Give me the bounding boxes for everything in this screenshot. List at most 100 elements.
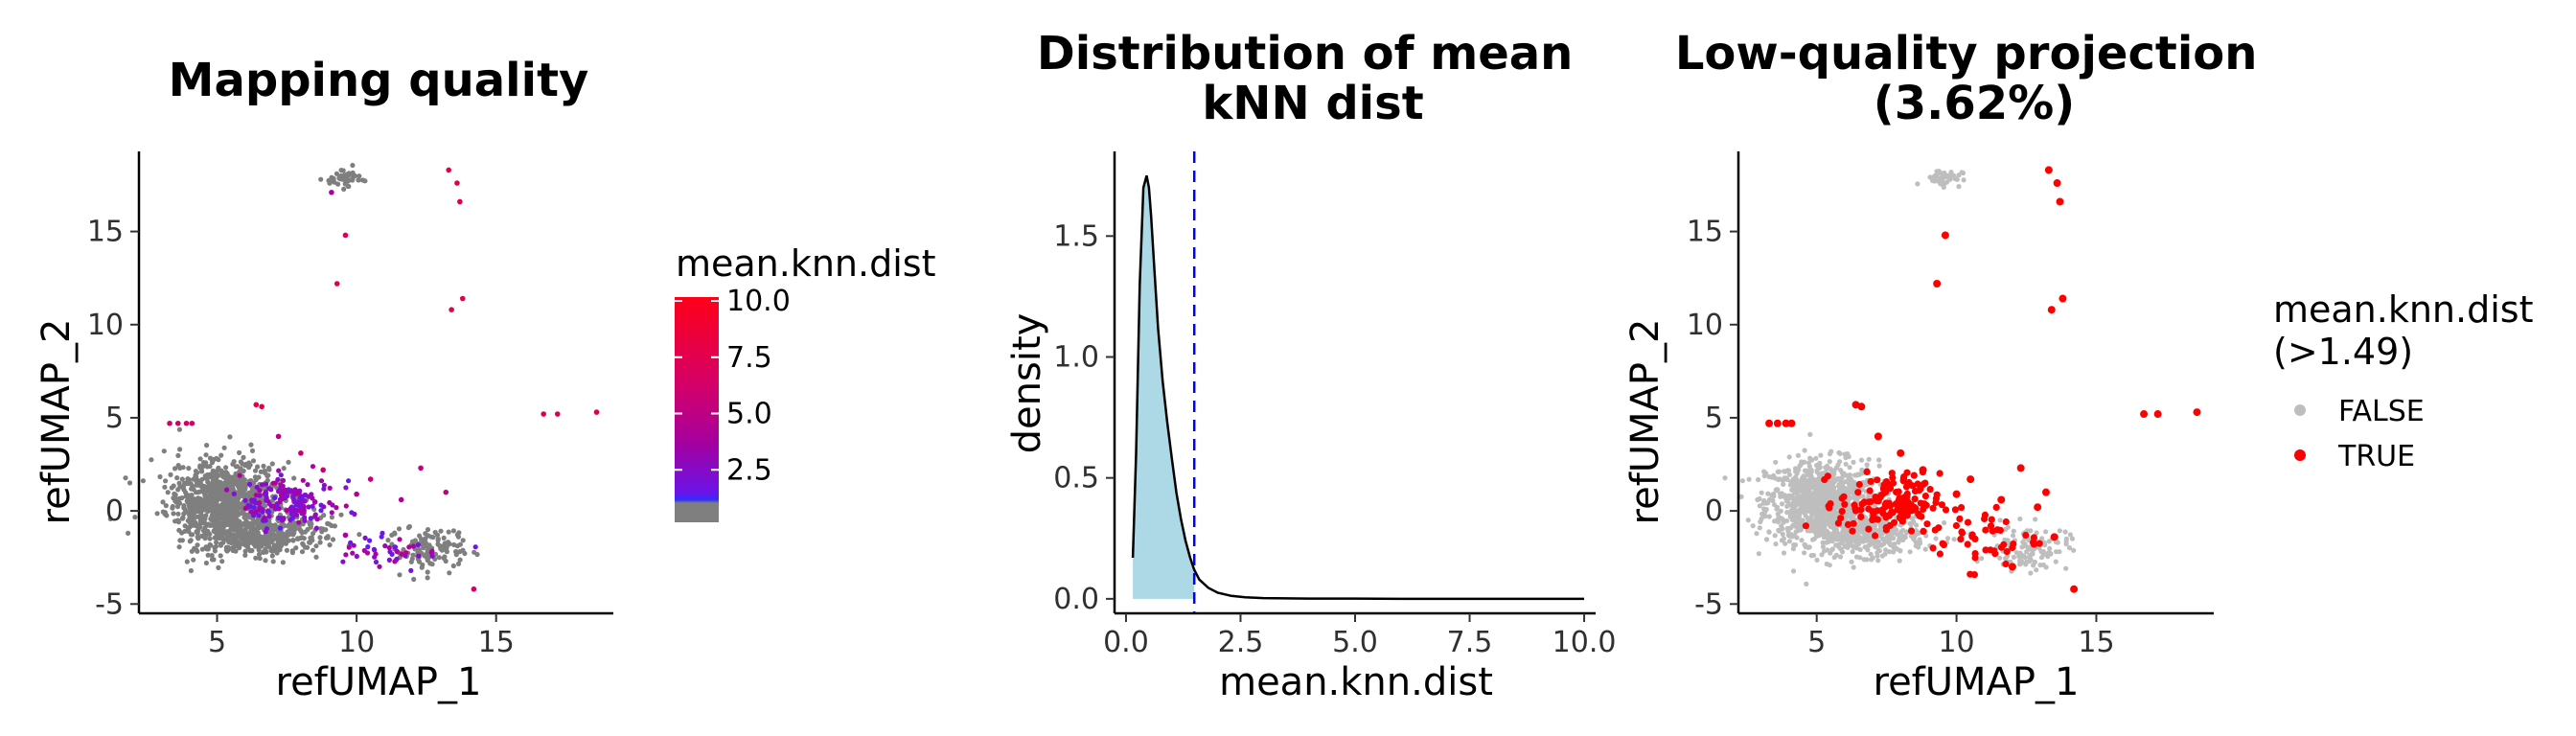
- cell-point: [444, 544, 449, 550]
- cell-point: [436, 555, 442, 561]
- cell-point-false: [1797, 463, 1803, 469]
- cell-point: [309, 535, 314, 540]
- cell-point: [199, 504, 205, 511]
- cell-point: [593, 409, 600, 415]
- cell-point: [268, 539, 274, 544]
- cell-point-false: [1855, 530, 1861, 537]
- cell-point: [300, 477, 306, 483]
- cell-point: [406, 544, 412, 550]
- cell-point-true: [2003, 548, 2011, 556]
- cell-point: [280, 477, 286, 483]
- cell-point: [220, 474, 226, 480]
- cell-point-false: [1779, 516, 1785, 521]
- cell-point: [162, 484, 168, 490]
- cell-point: [183, 480, 189, 487]
- cell-point: [181, 503, 187, 509]
- cell-point-false: [1850, 478, 1855, 484]
- cell-point: [258, 522, 264, 528]
- cell-point-true: [1863, 468, 1871, 475]
- cell-point-false: [1961, 177, 1966, 183]
- cell-point: [229, 538, 235, 543]
- cell-point: [356, 532, 362, 538]
- cell-point: [190, 532, 196, 538]
- cell-point-false: [1826, 539, 1831, 544]
- cell-point-false: [1916, 531, 1921, 537]
- cell-point-false: [2023, 562, 2029, 567]
- cell-point: [254, 484, 260, 490]
- cell-point: [252, 468, 259, 473]
- cell-point-false: [2063, 565, 2069, 571]
- cell-point-false: [1849, 536, 1854, 541]
- cell-point-false: [1758, 518, 1763, 525]
- cell-point-false: [1828, 448, 1834, 454]
- cell-point: [298, 450, 304, 456]
- cell-point: [472, 544, 478, 550]
- panel2-x-tick-label: 7.5: [1447, 626, 1493, 659]
- cell-point: [232, 475, 238, 481]
- panel1-x-tick-label: 15: [478, 626, 515, 659]
- cell-point-false: [1832, 499, 1838, 505]
- cell-point-true: [2009, 543, 2016, 552]
- cell-point-false: [2022, 541, 2028, 547]
- cell-point-false: [1857, 522, 1863, 529]
- cell-point-false: [1799, 538, 1805, 543]
- legend-label-false: FALSE: [2338, 395, 2425, 428]
- cell-point-true: [1956, 515, 1964, 523]
- cell-point: [266, 514, 272, 519]
- cell-point-false: [2069, 536, 2076, 541]
- cell-point-true: [1907, 501, 1915, 509]
- cell-point: [293, 508, 299, 514]
- cell-point-true: [2044, 166, 2053, 174]
- cell-point-false: [1839, 470, 1845, 476]
- cell-point-false: [1853, 554, 1860, 560]
- cell-point: [264, 481, 269, 487]
- cell-point: [472, 549, 477, 555]
- cell-point: [233, 464, 239, 470]
- cell-point: [293, 522, 299, 529]
- cell-point: [263, 558, 268, 564]
- cell-point-true: [1852, 505, 1859, 513]
- cell-point: [275, 535, 281, 540]
- cell-point-true: [1942, 506, 1950, 514]
- cell-point: [202, 536, 208, 541]
- cell-point-false: [1759, 490, 1764, 495]
- cell-point: [186, 466, 192, 472]
- cell-point: [191, 476, 196, 482]
- cell-point: [287, 532, 292, 538]
- cell-point-false: [1790, 481, 1796, 487]
- cell-point-false: [1816, 489, 1822, 494]
- panel2-x-tick-label: 2.5: [1218, 626, 1264, 659]
- cell-point: [224, 475, 230, 481]
- cell-point: [205, 546, 211, 552]
- cell-point-true: [2002, 560, 2010, 568]
- cell-point: [176, 544, 182, 550]
- cell-point-false: [1796, 467, 1802, 472]
- cell-point-true: [2050, 533, 2058, 541]
- cell-point: [425, 569, 430, 575]
- cell-point-false: [1876, 463, 1882, 469]
- cell-point: [248, 509, 254, 515]
- cell-point: [182, 523, 188, 529]
- cell-point-false: [1927, 174, 1933, 180]
- cell-point-true: [1897, 448, 1905, 457]
- cell-point-true: [2070, 585, 2079, 593]
- cell-point-true: [1850, 519, 1857, 527]
- cell-point-false: [1793, 484, 1799, 490]
- cell-point: [454, 532, 460, 538]
- cell-point: [423, 531, 428, 537]
- cell-point-false: [1936, 179, 1942, 185]
- cell-point-true: [1872, 532, 1879, 540]
- cell-point-true: [1981, 515, 1989, 523]
- cell-point-false: [1814, 516, 1820, 522]
- cell-point-false: [1763, 537, 1770, 542]
- cell-point-false: [1907, 549, 1913, 555]
- cell-point-false: [1874, 553, 1880, 559]
- panel1-y-tick-label: 15: [87, 216, 124, 249]
- cell-point: [241, 454, 246, 460]
- cell-point-true: [2002, 518, 2010, 526]
- cell-point-false: [1813, 455, 1819, 461]
- colorbar-tick-label: 7.5: [726, 341, 772, 375]
- cell-point-false: [1757, 525, 1762, 531]
- cell-point-false: [1775, 517, 1781, 522]
- cell-point-false: [1750, 523, 1756, 529]
